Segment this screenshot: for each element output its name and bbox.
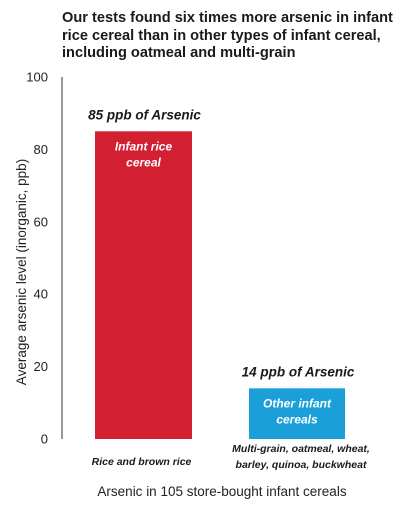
y-tick-label: 0 [41,432,48,447]
y-tick-label: 80 [34,142,48,157]
y-tick-label: 40 [34,287,48,302]
labels: 85 ppb of Arsenic Infant rice cereal Rice a… [88,107,370,471]
category-label: barley, quinoa, buckwheat [236,459,367,471]
chart-title: Our tests found six times more arsenic i… [62,10,393,61]
y-tick-label: 100 [26,70,48,85]
bar-inside-label: Infant rice [115,139,173,153]
bar-2 [249,388,345,439]
y-tick-label: 20 [34,359,48,374]
bars [95,131,345,440]
bar-inside-label: cereal [126,155,161,169]
category-label: Multi-grain, oatmeal, wheat, [232,443,370,455]
bar-value-label: 14 ppb of Arsenic [242,364,355,379]
x-axis-label: Arsenic in 105 store-bought infant cerea… [97,484,346,499]
bar-inside-label: Other infant [263,396,332,410]
y-axis-label: Average arsenic level (inorganic, ppb) [14,159,29,385]
bar-value-label: 85 ppb of Arsenic [88,107,201,122]
y-tick-label: 60 [34,214,48,229]
axes: 0 20 40 60 80 100 Average arsenic level (inorg… [14,70,347,500]
bar-inside-label: cereals [276,412,318,426]
bar-1 [95,131,192,440]
category-label: Rice and brown rice [92,456,192,468]
